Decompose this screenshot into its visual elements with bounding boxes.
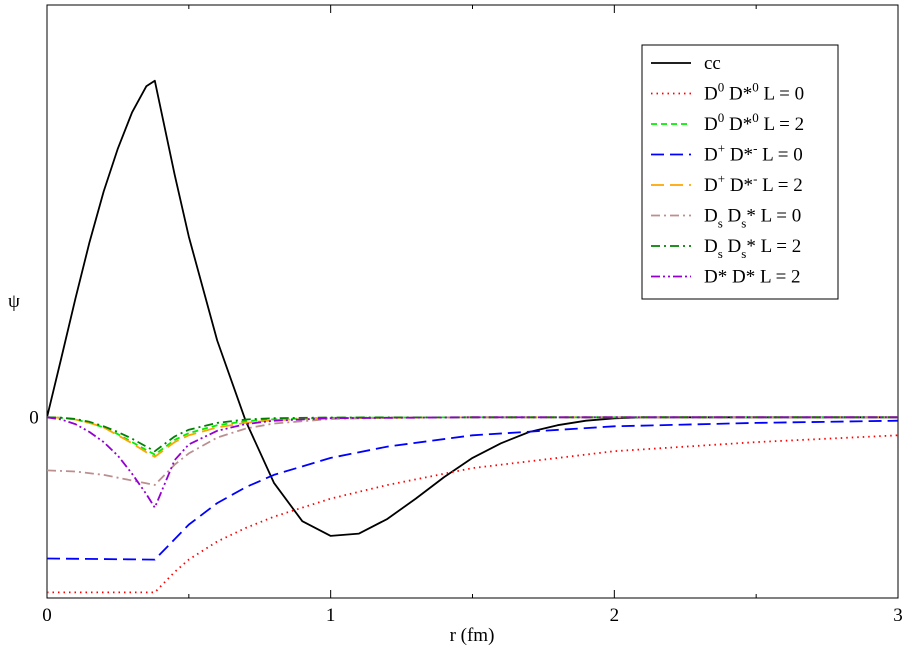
series-line-8 — [47, 416, 898, 509]
series-line-1 — [47, 79, 898, 537]
x-tick-label: 3 — [893, 605, 903, 626]
x-tick-label: 1 — [326, 605, 336, 626]
legend-entry-4: D+ D*- L = 0 — [704, 141, 803, 166]
legend-entry-8: D* D* L = 2 — [704, 267, 801, 288]
legend-entry-1: cc — [704, 53, 721, 74]
legend-entry-6: Ds Ds* L = 0 — [704, 206, 801, 231]
series-line-4 — [47, 419, 898, 561]
legend-entry-7: Ds Ds* L = 2 — [704, 236, 801, 261]
legend-entry-5: D+ D*- L = 2 — [704, 171, 803, 196]
legend: cc D0 D*0 L = 0 D0 D*0 L = 2 D+ D*- L = 0 D+… — [641, 44, 839, 300]
x-tick-label: 0 — [42, 605, 52, 626]
y-tick-label: 0 — [29, 407, 39, 428]
x-axis-label: r (fm) — [450, 625, 495, 646]
legend-entry-3: D0 D*0 L = 2 — [704, 110, 804, 135]
series-line-6 — [47, 416, 898, 486]
legend-entry-2: D0 D*0 L = 0 — [704, 80, 804, 105]
series-line-7 — [47, 416, 898, 453]
y-axis-label: ψ — [8, 291, 20, 312]
x-tick-label: 2 — [610, 605, 620, 626]
legend-box — [641, 44, 839, 300]
